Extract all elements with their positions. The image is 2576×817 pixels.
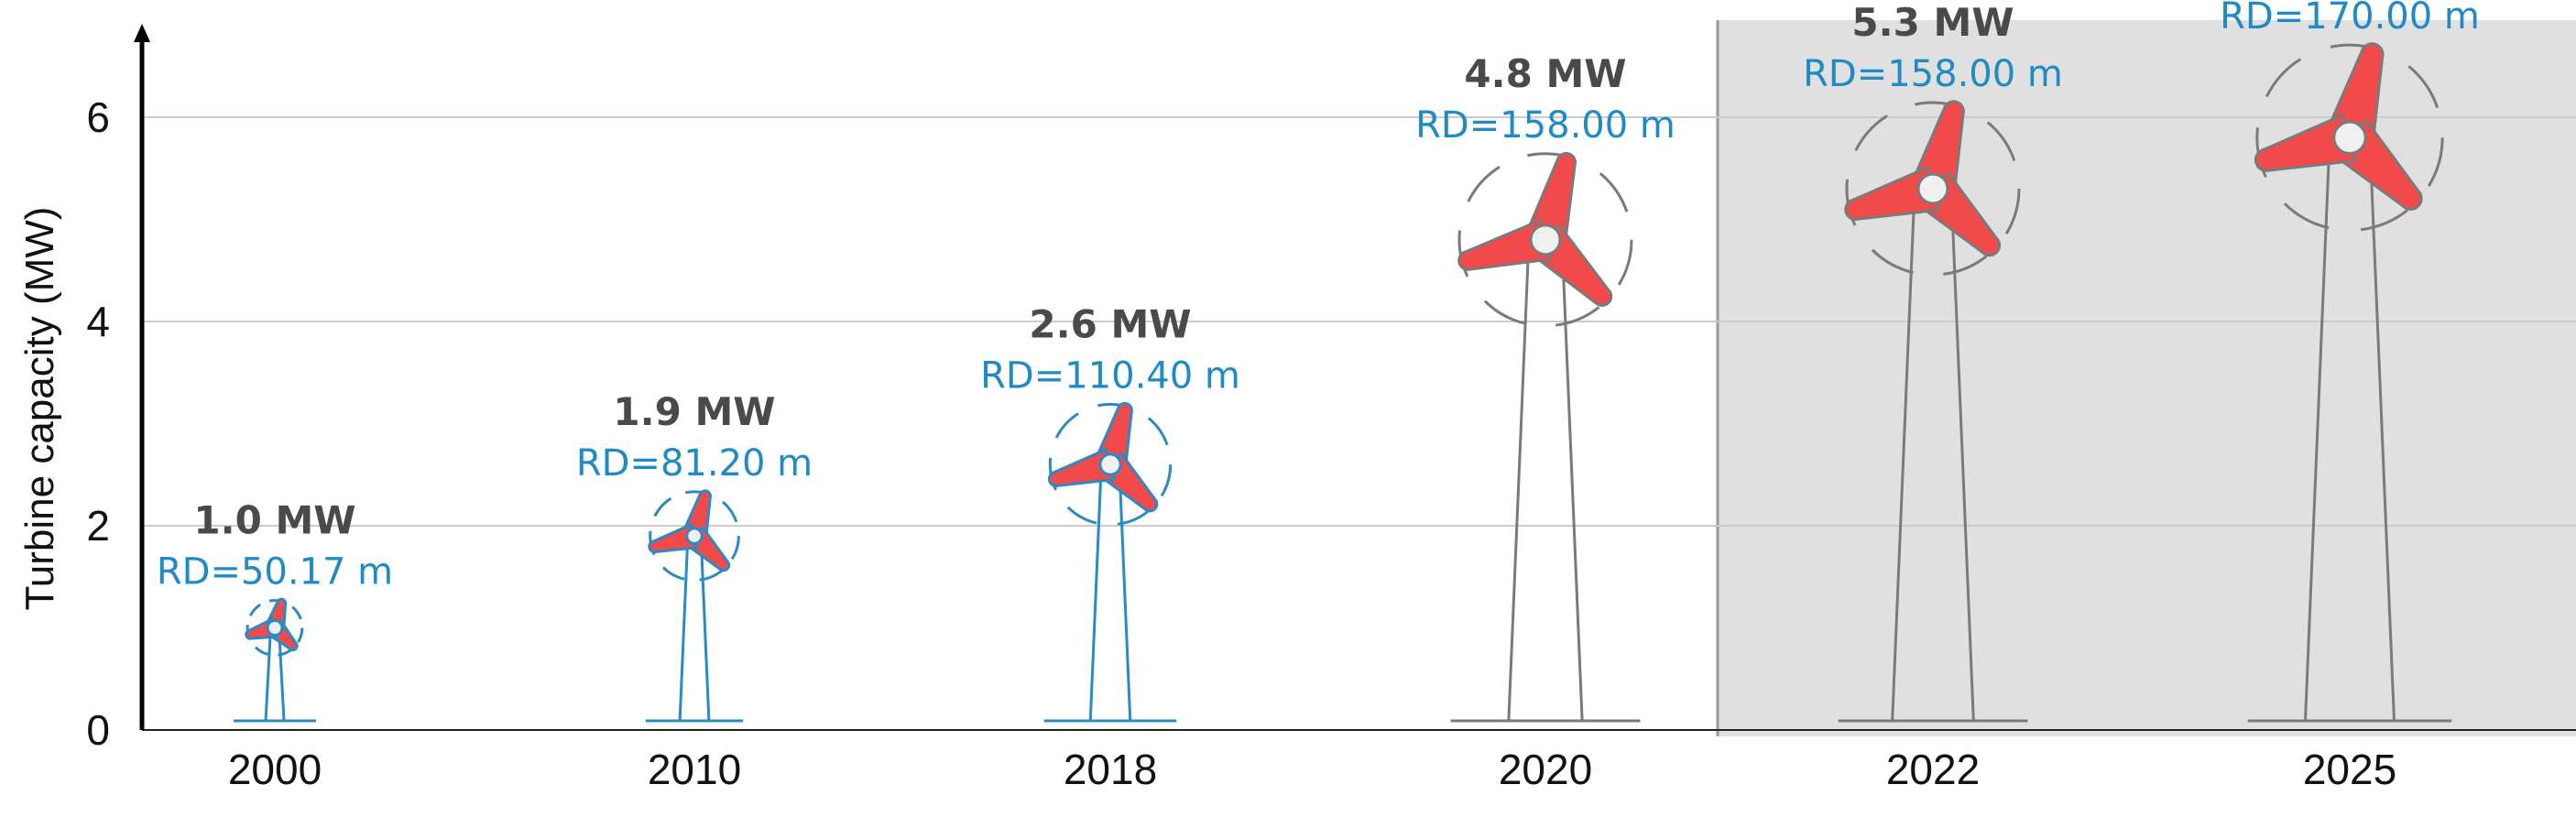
labels: RD=50.17 m 1.0 MW 2000 RD=81.20 m 1.9 MW 2010… [157,0,2480,793]
turbines [234,42,2452,723]
y-axis-label: Turbine capacity (MW) [17,207,62,611]
capacity-label: 1.9 MW [613,389,775,434]
turbine-blade-3 [648,523,699,554]
turbine-tower [678,534,711,722]
x-tick-label: 2020 [1499,746,1592,793]
capacity-label: 5.3 MW [1851,0,2014,45]
projection-background [1718,20,2576,736]
y-tick-label: 4 [86,298,110,345]
y-tick-label: 6 [86,93,110,141]
rotor-swept-circle [1048,402,1173,527]
axes: 0 2 4 6 Turbine capacity (MW) [17,24,2576,754]
rd-label: RD=158.00 m [1803,53,2063,95]
turbine-2010 [645,489,744,723]
rd-label: RD=170.00 m [2220,0,2480,38]
turbine-blade-3 [1457,219,1553,271]
turbine-2020 [1450,152,1641,723]
turbine-hub [685,527,704,545]
x-tick-label: 2000 [228,746,322,793]
turbine-blade-3 [1844,166,1940,221]
rotor-swept-circle [649,490,740,582]
turbine-2022 [1838,100,2028,723]
rd-label: RD=158.00 m [1415,104,1675,147]
turbine-blade-3 [1047,448,1116,488]
turbine-tower [1507,238,1584,722]
rd-label: RD=50.17 m [157,551,393,594]
turbine-hub [266,619,284,637]
rotor-swept-circle [1457,152,1633,328]
x-tick-label: 2025 [2303,746,2396,793]
rd-label: RD=81.20 m [576,442,813,485]
x-tick-label: 2010 [648,746,741,793]
turbine-hub [2332,120,2367,155]
y-tick-label: 0 [86,706,110,754]
gridlines [142,116,2576,527]
capacity-label: 2.6 MW [1029,301,1191,346]
y-axis-arrow [134,24,150,42]
turbine-hub [1529,223,1562,256]
rd-label: RD=110.40 m [980,354,1240,397]
x-tick-label: 2022 [1886,746,1980,793]
turbine-hub [1098,452,1122,476]
x-tick-label: 2018 [1064,746,1157,793]
y-tick-label: 2 [86,502,110,550]
rotor-swept-circle [1845,101,2021,277]
turbine-blade-3 [2254,113,2358,172]
rotor-swept-circle [2255,43,2444,232]
turbine-tower [1088,463,1132,722]
turbine-2000 [234,597,316,723]
capacity-label: 4.8 MW [1464,51,1626,96]
rotor-swept-circle [246,599,304,657]
turbine-hub [1916,172,1949,205]
capacity-label: 1.0 MW [193,498,355,543]
turbine-2025 [2247,42,2452,723]
turbine-2018 [1043,401,1177,723]
